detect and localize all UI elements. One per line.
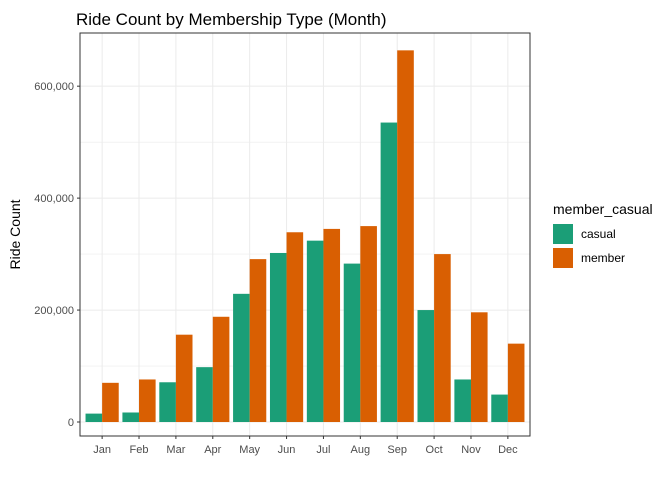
- bar-member-sep: [397, 50, 414, 423]
- gridlines: [80, 33, 530, 436]
- legend-swatch-casual: [553, 224, 573, 244]
- bar-member-feb: [139, 379, 156, 423]
- bar-casual-apr: [196, 367, 213, 423]
- legend-swatch-member: [553, 248, 573, 268]
- bar-member-oct: [434, 254, 451, 423]
- bar-casual-feb: [122, 412, 140, 423]
- bar-member-jun: [286, 232, 304, 423]
- bar-casual-dec: [491, 394, 508, 423]
- legend: member_casual casual member: [553, 201, 653, 268]
- x-tick-label-may: May: [239, 444, 260, 456]
- x-tick-label-apr: Apr: [204, 444, 221, 456]
- bar-member-mar: [175, 334, 193, 423]
- legend-label-member: member: [581, 251, 625, 265]
- bar-member-aug: [360, 226, 377, 423]
- bar-member-may: [249, 259, 267, 423]
- bars: [85, 50, 525, 423]
- bar-casual-mar: [159, 382, 176, 423]
- bar-casual-jun: [269, 252, 287, 423]
- y-tick-label: 0: [68, 417, 74, 429]
- x-tick-label-oct: Oct: [426, 444, 443, 456]
- bar-casual-nov: [454, 379, 471, 423]
- plot-area: [79, 32, 531, 437]
- bar-member-jan: [102, 382, 119, 423]
- bar-casual-sep: [380, 122, 398, 423]
- x-tick-label-feb: Feb: [130, 444, 149, 456]
- y-axis-title: Ride Count: [7, 199, 23, 269]
- y-tick-label: 400,000: [34, 193, 74, 205]
- bar-casual-oct: [417, 310, 435, 423]
- panel-border: [79, 32, 531, 437]
- bar-member-jul: [323, 228, 341, 423]
- x-tick-label-mar: Mar: [166, 444, 185, 456]
- x-tick-label-sep: Sep: [387, 444, 407, 456]
- y-tick-label: 600,000: [34, 81, 74, 93]
- y-axis: 0 200,000 400,000 600,000: [34, 81, 80, 429]
- bar-casual-may: [233, 293, 250, 423]
- chart-title: Ride Count by Membership Type (Month): [76, 10, 387, 29]
- bar-member-dec: [507, 343, 525, 423]
- y-tick-label: 200,000: [34, 305, 74, 317]
- bar-casual-jan: [85, 413, 103, 423]
- x-axis: Jan Feb Mar Apr May Jun Jul Aug Sep Oct Nov Dec: [93, 436, 518, 456]
- bar-casual-jul: [306, 240, 324, 423]
- legend-title: member_casual: [553, 201, 653, 217]
- bar-member-nov: [470, 312, 488, 423]
- x-tick-label-jan: Jan: [93, 444, 111, 456]
- x-tick-label-dec: Dec: [498, 444, 518, 456]
- bar-member-apr: [212, 316, 230, 423]
- bar-casual-aug: [343, 263, 361, 423]
- legend-label-casual: casual: [581, 227, 616, 241]
- x-tick-label-nov: Nov: [461, 444, 481, 456]
- x-tick-label-jul: Jul: [316, 444, 330, 456]
- x-tick-label-jun: Jun: [278, 444, 296, 456]
- x-tick-label-aug: Aug: [351, 444, 371, 456]
